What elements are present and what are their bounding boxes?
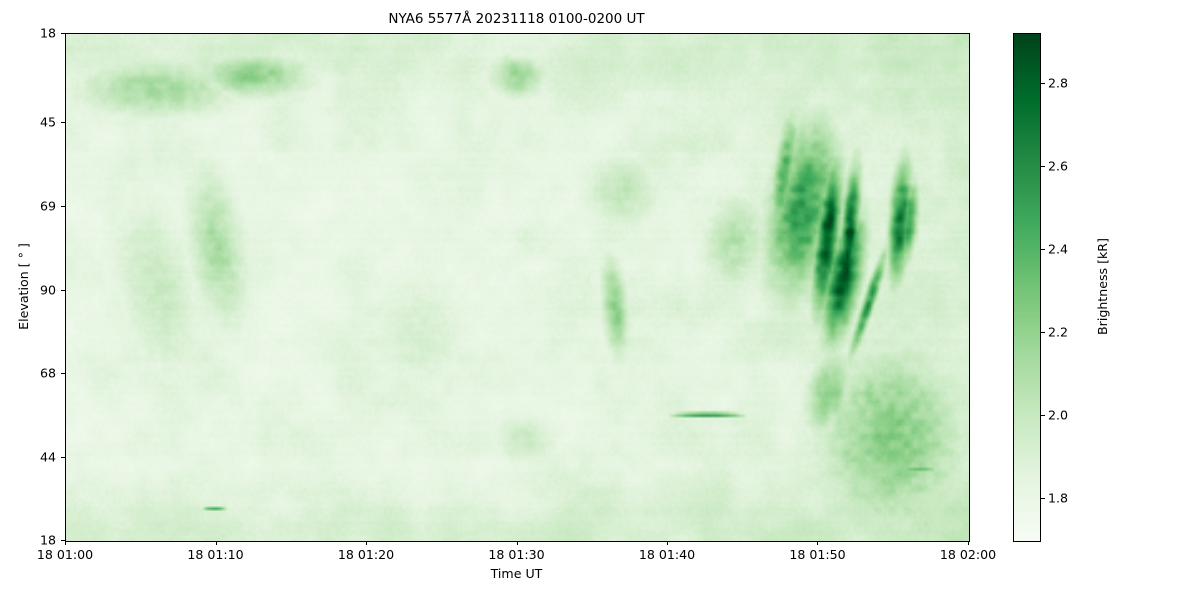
y-tick-mark xyxy=(61,540,65,541)
x-tick-mark xyxy=(667,541,668,545)
y-tick-mark xyxy=(61,206,65,207)
x-tick-mark xyxy=(366,541,367,545)
y-tick-mark xyxy=(61,290,65,291)
colorbar-tick-mark xyxy=(1041,249,1045,250)
x-tick-label: 18 01:10 xyxy=(187,547,244,562)
colorbar-label: Brightness [kR] xyxy=(1095,238,1110,335)
x-tick-mark xyxy=(517,541,518,545)
y-tick-label: 18 xyxy=(39,532,56,548)
colorbar-tick-label: 2.8 xyxy=(1048,75,1069,91)
colorbar-tick-label: 1.8 xyxy=(1048,490,1069,506)
colorbar-tick-label: 2.4 xyxy=(1048,241,1069,257)
colorbar-tick-label: 2.6 xyxy=(1048,158,1069,174)
x-tick-mark xyxy=(65,541,66,545)
colorbar-tick-mark xyxy=(1041,83,1045,84)
x-tick-label: 18 01:20 xyxy=(337,547,395,562)
keogram-image xyxy=(66,34,969,541)
x-tick-label: 18 01:50 xyxy=(789,547,846,562)
y-tick-label: 45 xyxy=(39,114,56,130)
y-tick-mark xyxy=(61,373,65,374)
figure-title: NYA6 5577Å 20231118 0100-0200 UT xyxy=(388,11,645,27)
y-tick-label: 68 xyxy=(39,365,56,381)
colorbar-gradient xyxy=(1014,34,1040,541)
x-tick-mark xyxy=(968,541,969,545)
x-tick-label: 18 01:30 xyxy=(488,547,545,562)
colorbar-axes xyxy=(1013,33,1041,542)
colorbar-tick-mark xyxy=(1041,166,1045,167)
x-axis-label: Time UT xyxy=(490,566,543,581)
colorbar-tick-mark xyxy=(1041,332,1045,333)
y-tick-mark xyxy=(61,457,65,458)
keogram-axes xyxy=(65,33,970,542)
colorbar-tick-mark xyxy=(1041,498,1045,499)
y-tick-label: 18 xyxy=(39,25,56,41)
y-tick-mark xyxy=(61,33,65,34)
y-tick-label: 44 xyxy=(39,449,56,465)
y-tick-label: 90 xyxy=(39,282,56,298)
colorbar-tick-mark xyxy=(1041,415,1045,416)
y-tick-mark xyxy=(61,122,65,123)
x-tick-mark xyxy=(817,541,818,545)
x-tick-label: 18 01:00 xyxy=(36,547,94,562)
x-tick-mark xyxy=(216,541,217,545)
y-tick-label: 69 xyxy=(39,198,56,214)
colorbar-tick-label: 2.2 xyxy=(1048,324,1069,340)
x-tick-label: 18 01:40 xyxy=(638,547,696,562)
colorbar-tick-label: 2.0 xyxy=(1048,407,1069,423)
y-axis-label: Elevation [ ° ] xyxy=(16,243,31,330)
x-tick-label: 18 02:00 xyxy=(939,547,997,562)
